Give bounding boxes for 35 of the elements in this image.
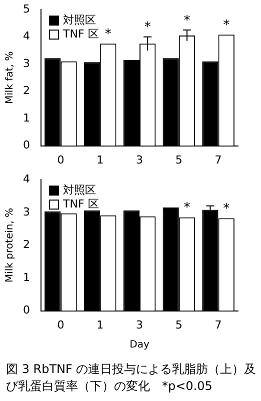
y-tick-label: 3 (23, 205, 30, 218)
y-tick-label: 2 (23, 84, 30, 98)
x-tick-label: 7 (214, 318, 222, 332)
x-tick-label: 1 (96, 318, 104, 332)
annotation: * (184, 13, 191, 28)
y-tick-label: 3 (23, 56, 30, 70)
annotation: * (144, 20, 152, 36)
annotation: * (223, 202, 230, 217)
y-axis-title: Milk protein, % (4, 208, 16, 282)
y-tick-label: 5 (23, 2, 30, 16)
x-tick-label: 3 (136, 153, 143, 166)
y-tick-label: 4 (23, 30, 30, 43)
x-tick-label: 0 (57, 153, 64, 166)
x-tick-label: 7 (214, 153, 222, 166)
caption: 図 3 RbTNF の連日投与による乳脂肪（上）及び乳蛋白質率（下）の変化 *p<0.05 (5, 361, 258, 395)
y-tick-label: 0 (23, 304, 30, 317)
legend-label: TNF 区 (62, 27, 99, 40)
y-tick-label: 2 (23, 238, 30, 252)
x-axis-title: Day (130, 340, 150, 351)
x-tick-label: 0 (57, 318, 64, 332)
x-tick-label: 5 (175, 318, 182, 332)
x-tick-label: 3 (136, 318, 143, 332)
y-tick-label: 4 (23, 172, 30, 186)
legend-label: 対照区 (63, 13, 96, 26)
legend-label: TNF 区 (62, 197, 99, 210)
annotation: * (104, 27, 112, 42)
annotation: * (184, 200, 191, 216)
y-tick-label: 0 (23, 138, 30, 152)
legend-label: 対照区 (63, 183, 96, 196)
y-axis-title: Milk fat, % (4, 51, 16, 104)
x-tick-label: 1 (96, 153, 104, 166)
annotation: * (223, 18, 230, 34)
y-tick-label: 1 (23, 111, 30, 124)
y-tick-label: 1 (23, 270, 30, 284)
x-tick-label: 5 (175, 153, 182, 166)
